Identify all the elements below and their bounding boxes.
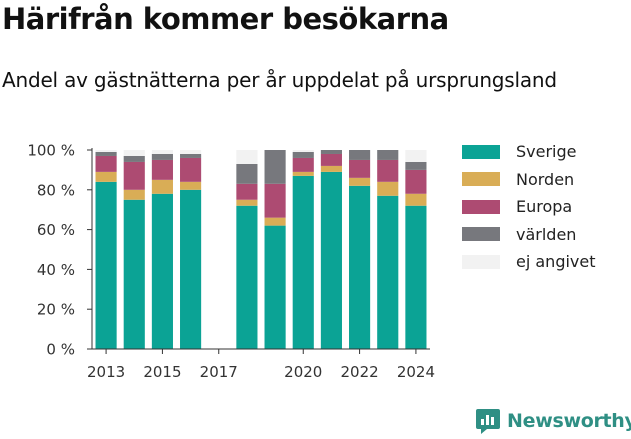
y-tick-label: 100 % xyxy=(27,142,75,160)
bar-segment-2018-Norden xyxy=(236,199,258,206)
bar-segment-2016-Sverige xyxy=(180,189,202,349)
bar-segment-2024-Sverige xyxy=(405,205,427,349)
legend-label: Sverige xyxy=(516,142,577,162)
y-tick-label: 80 % xyxy=(37,181,75,199)
chart-legend: Sverige Norden Europa världen ej angivet xyxy=(462,138,596,276)
y-tick-label: 60 % xyxy=(37,221,75,239)
legend-swatch xyxy=(462,172,500,187)
legend-item: världen xyxy=(462,221,596,249)
bar-segment-2022-Sverige xyxy=(349,185,371,349)
x-tick-label: 2020 xyxy=(284,363,322,381)
bar-segment-2020-Sverige xyxy=(292,175,314,349)
bar-segment-2015-världen xyxy=(151,153,173,160)
bar-segment-2024-ej-angivet xyxy=(405,150,427,162)
bar-segment-2024-världen xyxy=(405,161,427,170)
y-tick-label: 0 % xyxy=(46,341,75,359)
legend-item: ej angivet xyxy=(462,248,596,276)
y-tick-label: 20 % xyxy=(37,301,75,319)
legend-swatch xyxy=(462,254,500,269)
x-tick-label: 2017 xyxy=(200,363,238,381)
bar-segment-2014-ej-angivet xyxy=(123,150,145,156)
bar-segment-2020-Norden xyxy=(292,171,314,176)
bar-segment-2014-Sverige xyxy=(123,199,145,349)
brand-logo: Newsworthy xyxy=(475,407,631,435)
bar-segment-2019-Europa xyxy=(264,183,286,218)
bar-segment-2020-världen xyxy=(292,151,314,158)
bar-segment-2024-Norden xyxy=(405,193,427,206)
chart-subtitle: Andel av gästnätterna per år uppdelat på… xyxy=(2,68,557,92)
bar-segment-2013-Sverige xyxy=(95,181,117,349)
bar-segment-2018-Sverige xyxy=(236,205,258,349)
legend-label: Europa xyxy=(516,197,573,217)
x-tick-label: 2024 xyxy=(397,363,435,381)
bar-segment-2013-Europa xyxy=(95,155,117,172)
legend-swatch xyxy=(462,199,500,214)
bar-segment-2013-världen xyxy=(95,151,117,156)
stacked-bar-chart: 0 % 20 % 40 % 60 % 80 % 100 % 2013 2015 2017 2020… xyxy=(27,142,435,382)
bar-segment-2021-Norden xyxy=(320,165,342,172)
x-tick-label: 2015 xyxy=(143,363,181,381)
bar-segment-2014-Norden xyxy=(123,189,145,200)
bar-segment-2013-ej-angivet xyxy=(95,150,117,152)
x-tick-label: 2013 xyxy=(87,363,125,381)
bar-segment-2019-Sverige xyxy=(264,225,286,349)
bar-segment-2023-Europa xyxy=(377,159,399,182)
bar-segment-2018-ej-angivet xyxy=(236,150,258,164)
brand-name: Newsworthy xyxy=(507,410,631,432)
bar-segment-2023-världen xyxy=(377,150,399,160)
bar-segment-2018-världen xyxy=(236,163,258,184)
chart-title: Härifrån kommer besökarna xyxy=(2,2,449,36)
legend-swatch xyxy=(462,227,500,242)
bar-segment-2016-världen xyxy=(180,153,202,158)
bar-segment-2023-Norden xyxy=(377,181,399,196)
bar-segment-2018-Europa xyxy=(236,183,258,200)
bar-segment-2016-Europa xyxy=(180,157,202,182)
bar-segment-2016-Norden xyxy=(180,181,202,190)
legend-label: Norden xyxy=(516,169,575,189)
bar-segment-2020-ej-angivet xyxy=(292,150,314,152)
bar-segment-2021-världen xyxy=(320,150,342,154)
legend-item: Europa xyxy=(462,193,596,221)
legend-label: världen xyxy=(516,224,577,244)
bar-segment-2023-Sverige xyxy=(377,195,399,349)
bar-segment-2016-ej-angivet xyxy=(180,150,202,154)
newsworthy-logo-icon xyxy=(476,409,500,434)
bar-segment-2015-Norden xyxy=(151,179,173,194)
bar-segment-2015-Europa xyxy=(151,159,173,180)
legend-swatch xyxy=(462,144,500,159)
bar-segment-2015-Sverige xyxy=(151,193,173,349)
bar-segment-2021-Europa xyxy=(320,153,342,166)
bar-segment-2020-Europa xyxy=(292,157,314,172)
y-tick-label: 40 % xyxy=(37,261,75,279)
bar-segment-2019-Norden xyxy=(264,217,286,226)
x-tick-label: 2022 xyxy=(340,363,378,381)
bar-segment-2022-Europa xyxy=(349,159,371,178)
bar-segment-2014-världen xyxy=(123,155,145,162)
bar-segment-2022-världen xyxy=(349,150,371,160)
bar-segment-2019-världen xyxy=(264,150,286,184)
legend-label: ej angivet xyxy=(516,252,596,272)
legend-item: Norden xyxy=(462,166,596,194)
bar-segment-2014-Europa xyxy=(123,161,145,190)
bar-segment-2021-Sverige xyxy=(320,171,342,349)
bar-segment-2024-Europa xyxy=(405,169,427,194)
bar-segment-2022-Norden xyxy=(349,177,371,186)
bar-segment-2013-Norden xyxy=(95,171,117,182)
legend-item: Sverige xyxy=(462,138,596,166)
bar-segment-2015-ej-angivet xyxy=(151,150,173,154)
